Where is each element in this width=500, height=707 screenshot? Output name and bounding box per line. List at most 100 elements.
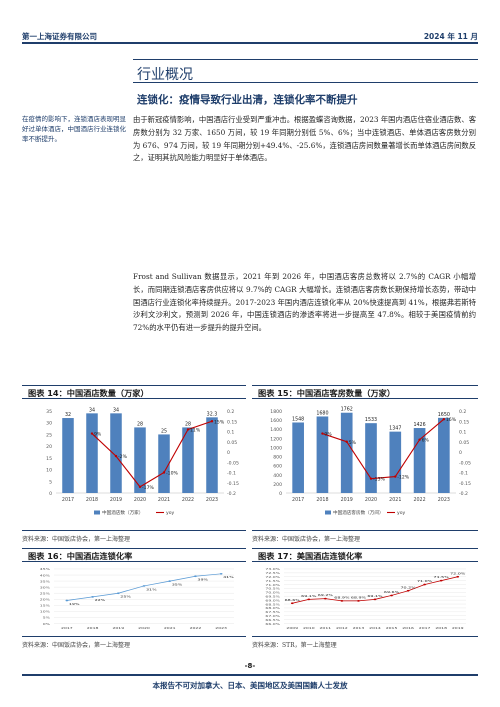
figure-14-svg: 0 5 10 15 20 25 30 35 -0.2 -0.15 -0.1 -0.05 0 0.05 0.1…	[46, 407, 239, 516]
fig15-yoy-label: 5%	[349, 440, 357, 446]
figure-15-title: 图表 15：中国酒店客房数量（万家）	[258, 388, 396, 398]
fig15-y-tick-label: 1800	[270, 409, 282, 415]
fig15-y-tick-label: 0	[279, 491, 282, 497]
fig17-point-label: 69.6%	[384, 590, 399, 594]
fig16-point-label: 22%	[95, 598, 106, 602]
header-date: 2024 年 11 月	[423, 32, 478, 41]
fig14-bar	[182, 427, 194, 493]
figure-16-chart: 0% 5% 10% 15% 20% 25% 30% 35% 40% 45% 19% 2017 22% 20…	[22, 564, 246, 638]
fig14-bar-label: 32	[65, 412, 71, 418]
fig15-x-tick-label: 2018	[316, 497, 328, 503]
fig17-point	[357, 600, 360, 602]
fig17-point	[307, 598, 311, 601]
fig15-y-tick-label: 600	[273, 464, 282, 470]
fig14-y-tick-label: 0	[49, 491, 52, 497]
fig14-bar	[158, 434, 170, 493]
fig14-y-tick-label: 20	[46, 444, 52, 450]
fig17-y-tick-label: 68.0%	[265, 606, 280, 610]
fig17-x-tick-label: 2010	[303, 626, 315, 630]
fig17-point	[423, 583, 427, 586]
fig16-y-tick-label: 30%	[40, 585, 51, 589]
fig15-yoy-point	[442, 418, 446, 421]
fig15-x-tick-label: 2020	[365, 497, 377, 503]
fig15-bar-label: 1533	[365, 417, 377, 423]
fig16-y-tick-label: 45%	[40, 567, 51, 571]
fig17-point-label: 71.0%	[417, 579, 432, 583]
fig16-point-label: 41%	[223, 575, 234, 579]
fig14-y2-tick-label: -0.2	[227, 491, 236, 497]
fig15-bar	[316, 416, 329, 493]
fig17-point	[406, 589, 410, 592]
fig17-x-tick-label: 2015	[386, 626, 398, 630]
fig16-y-tick-label: 10%	[40, 610, 51, 614]
figure-16-source: 资料来源：中国饭店协会，第一上海整理	[22, 640, 135, 649]
fig14-yoy-label: 9%	[94, 432, 102, 438]
fig15-yoy-point	[369, 477, 373, 480]
fig14-y2-tick-label: 0.1	[227, 430, 234, 436]
fig16-y-tick-label: 5%	[43, 616, 51, 620]
fig15-yoy-point	[345, 440, 348, 443]
figure-14-source: 资料来源：中国饭店协会，第一上海整理	[22, 536, 131, 543]
fig16-y-tick-label: 35%	[40, 579, 51, 583]
fig15-bar	[438, 417, 450, 493]
fig14-y2-tick-label: -0.15	[227, 481, 239, 487]
fig14-yoy-point	[114, 454, 118, 458]
figure-15-svg: 0 200 400 600 800 1000 1200 1400 1600 1800 -0.2 -0.…	[270, 407, 471, 516]
fig14-y-tick-label: 15	[46, 456, 52, 462]
figure-14-title: 图表 14：中国酒店数量（万家）	[28, 388, 149, 398]
figure-14-header	[22, 385, 246, 399]
fig17-x-tick-label: 2012	[336, 626, 348, 630]
fig15-x-tick-label: 2019	[341, 497, 353, 503]
fig14-y-tick-label: 35	[46, 409, 52, 415]
fig17-y-tick-label: 70.5%	[265, 587, 280, 591]
fig17-point-label: 69.1%	[301, 594, 316, 598]
fig15-bar-label: 1347	[389, 426, 401, 432]
fig14-y2-tick-label: 0.05	[227, 440, 237, 446]
fig14-y2-tick-label: 0.2	[227, 409, 234, 415]
figure-17-header	[252, 548, 478, 562]
fig16-point	[194, 575, 197, 578]
fig15-y2-tick-label: 0.15	[459, 419, 469, 425]
fig16-point-label: 39%	[197, 578, 208, 582]
fig17-y-tick-label: 71.5%	[265, 579, 280, 583]
fig15-yoy-point	[394, 475, 397, 478]
footer-divider	[22, 674, 478, 676]
header-company-name: 第一上海证券有限公司	[22, 32, 97, 41]
fig15-y2-tick-label: 0	[459, 450, 462, 456]
fig15-yoy-label: -12%	[397, 475, 410, 481]
fig17-x-tick-label: 2013	[353, 626, 365, 630]
fig14-yoy-label: -17%	[142, 485, 155, 491]
fig14-yoy-point	[210, 420, 214, 423]
fig16-x-tick-label: 2021	[164, 626, 176, 630]
fig15-y-tick-label: 200	[273, 482, 282, 488]
fig16-point	[142, 585, 146, 587]
fig15-bar	[340, 412, 353, 493]
figure-14-chart: 0 5 10 15 20 25 30 35 -0.2 -0.15 -0.1 -0.05 0 0.05 0.1…	[22, 401, 246, 523]
fig15-x-tick-label: 2022	[413, 497, 425, 503]
fig16-x-tick-label: 2018	[87, 626, 99, 630]
fig14-bar-label: 34	[113, 407, 119, 413]
fig17-y-tick-label: 71.0%	[265, 583, 280, 587]
fig14-y-tick-label: 30	[46, 421, 52, 427]
fig14-yoy-label: -10%	[166, 471, 179, 477]
fig15-x-tick-label: 2023	[438, 497, 450, 503]
fig16-y-tick-label: 15%	[40, 604, 51, 608]
fig17-x-tick-label: 2019	[452, 626, 464, 630]
fig15-x-tick-label: 2021	[389, 497, 401, 503]
fig15-legend-line-label: yoy	[397, 511, 406, 516]
fig15-y2-tick-label: 0.05	[459, 440, 469, 446]
fig17-x-tick-label: 2014	[369, 626, 381, 630]
fig14-x-tick-label: 2017	[62, 497, 74, 503]
fig17-x-tick-label: 2018	[435, 626, 447, 630]
fig17-x-tick-label: 2009	[286, 626, 298, 630]
fig17-point	[456, 575, 460, 578]
fig14-legend-bar-label: 中国酒店数（万家）	[102, 509, 143, 516]
fig17-point-label: 69.2%	[318, 593, 333, 597]
fig17-x-tick-label: 2016	[402, 626, 414, 630]
fig15-yoy-point	[321, 432, 324, 435]
fig15-y-tick-label: 1000	[270, 445, 282, 451]
figure-16-header	[22, 548, 246, 562]
fig17-y-tick-label: 69.5%	[265, 594, 280, 598]
fig16-x-tick-label: 2017	[61, 626, 73, 630]
fig16-y-tick-label: 25%	[40, 591, 51, 595]
